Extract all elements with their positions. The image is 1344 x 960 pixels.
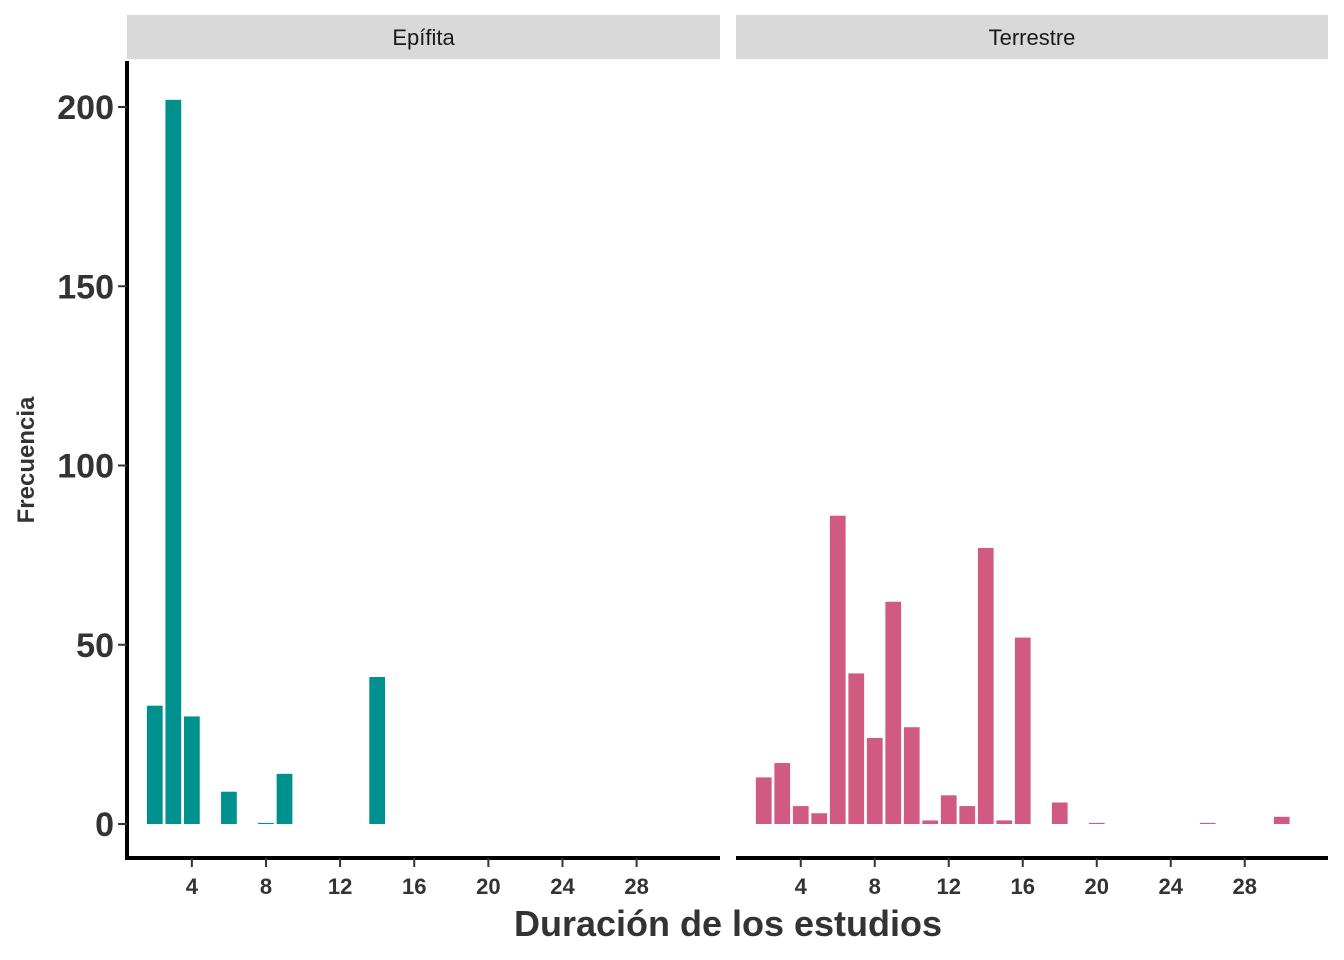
panel-terrestre: Terrestre 4 8 12 16 20 24 28 xyxy=(736,15,1328,899)
x-axis-title: Duración de los estudios xyxy=(514,903,942,944)
bar-epifita-8 xyxy=(258,822,274,824)
bar-terrestre-16 xyxy=(1014,637,1031,824)
y-tick-label-100: 100 xyxy=(57,448,114,486)
strip-label-terrestre: Terrestre xyxy=(989,25,1076,50)
bar-terrestre-5 xyxy=(811,813,828,824)
y-tick-label-50: 50 xyxy=(76,627,114,665)
bar-terrestre-20 xyxy=(1088,822,1105,824)
y-axis: 0 50 100 150 200 xyxy=(57,61,129,860)
bar-epifita-3 xyxy=(165,99,182,824)
bar-terrestre-10 xyxy=(903,727,920,824)
bar-epifita-6 xyxy=(221,791,237,824)
strip-terrestre xyxy=(736,15,1328,59)
x-tick-label-terrestre-12: 12 xyxy=(937,874,961,899)
x-tick-label-terrestre-28: 28 xyxy=(1233,874,1257,899)
y-tick-label-150: 150 xyxy=(57,268,114,306)
bar-epifita-4 xyxy=(183,716,200,824)
bar-terrestre-2 xyxy=(755,777,772,824)
bar-terrestre-3 xyxy=(774,763,791,824)
x-tick-label-epifita-28: 28 xyxy=(624,874,648,899)
panels-layer: Epífita 4 8 12 16 20 24 28 Terrestre 4 8 12 16 20 24 28 xyxy=(127,15,1328,899)
x-tick-label-epifita-8: 8 xyxy=(260,874,272,899)
y-tick-label-200: 200 xyxy=(57,89,114,127)
bar-terrestre-8 xyxy=(866,737,883,824)
x-tick-label-epifita-20: 20 xyxy=(476,874,500,899)
bar-epifita-14 xyxy=(369,677,386,824)
bar-terrestre-11 xyxy=(922,820,939,824)
bar-terrestre-6 xyxy=(829,515,846,824)
x-tick-label-epifita-16: 16 xyxy=(402,874,426,899)
x-tick-label-terrestre-24: 24 xyxy=(1159,874,1184,899)
bar-terrestre-30 xyxy=(1273,816,1290,824)
bar-terrestre-7 xyxy=(848,673,865,824)
y-axis-title: Frecuencia xyxy=(13,396,40,523)
bar-epifita-2 xyxy=(146,705,163,824)
bar-terrestre-13 xyxy=(959,806,976,824)
x-tick-label-terrestre-16: 16 xyxy=(1011,874,1035,899)
bar-terrestre-15 xyxy=(996,820,1013,824)
x-tick-label-terrestre-4: 4 xyxy=(795,874,808,899)
bar-terrestre-4 xyxy=(792,806,809,824)
panel-epifita: Epífita 4 8 12 16 20 24 28 xyxy=(127,15,720,899)
bar-epifita-9 xyxy=(276,773,293,824)
y-tick-label-0: 0 xyxy=(95,806,114,844)
bar-terrestre-12 xyxy=(940,795,957,824)
bar-terrestre-9 xyxy=(885,601,902,824)
x-tick-label-epifita-24: 24 xyxy=(550,874,575,899)
bar-terrestre-14 xyxy=(977,547,994,824)
x-tick-label-terrestre-20: 20 xyxy=(1085,874,1109,899)
strip-epifita xyxy=(127,15,720,59)
strip-label-epifita: Epífita xyxy=(392,25,455,50)
x-tick-label-epifita-12: 12 xyxy=(328,874,352,899)
x-tick-label-terrestre-8: 8 xyxy=(869,874,881,899)
x-tick-label-epifita-4: 4 xyxy=(186,874,199,899)
bar-terrestre-26 xyxy=(1199,822,1216,824)
bar-terrestre-18 xyxy=(1051,802,1068,824)
